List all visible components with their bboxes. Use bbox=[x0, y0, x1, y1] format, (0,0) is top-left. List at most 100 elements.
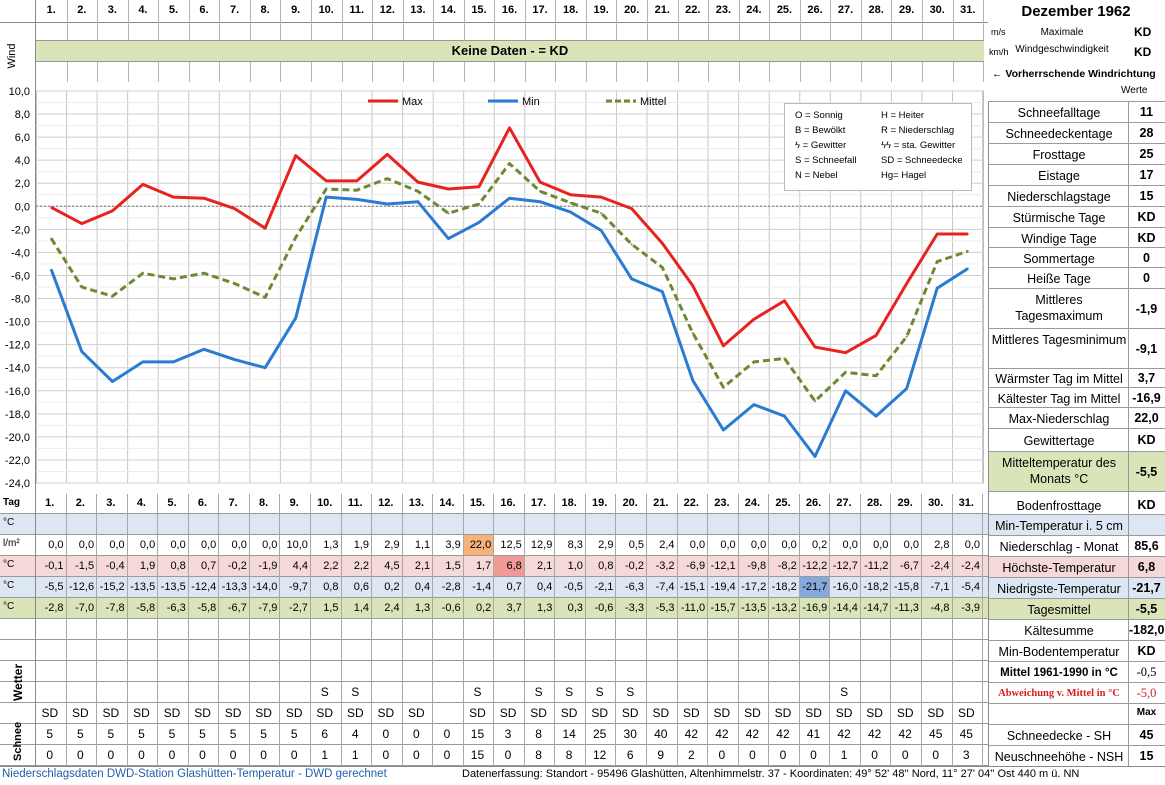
cell-divider bbox=[646, 577, 647, 598]
cell-divider bbox=[615, 682, 617, 703]
data-point-mittel bbox=[814, 400, 817, 403]
table-cell: 3,9 bbox=[445, 539, 461, 551]
table-cell bbox=[891, 682, 921, 702]
table-cell: -12,4 bbox=[191, 581, 217, 593]
stat-label: Niedrigste-Temperatur bbox=[997, 582, 1121, 596]
snow-label: Schnee bbox=[12, 721, 24, 761]
cell-divider bbox=[554, 598, 556, 619]
cell-divider bbox=[615, 703, 617, 724]
cell-divider bbox=[676, 661, 678, 682]
top-day-label: 10. bbox=[318, 4, 334, 16]
cell-divider bbox=[340, 724, 342, 745]
top-day-label: 30. bbox=[929, 4, 945, 16]
cell-divider bbox=[279, 535, 281, 556]
data-point-mittel bbox=[661, 266, 664, 269]
cell-divider bbox=[615, 661, 617, 682]
cell-divider bbox=[768, 556, 770, 577]
table-cell: 2,1 bbox=[414, 560, 431, 572]
stat-divider bbox=[1128, 578, 1129, 599]
cell-divider bbox=[859, 682, 861, 703]
cell-divider bbox=[218, 535, 220, 556]
table-cell: 0,0 bbox=[842, 539, 858, 551]
cell-divider bbox=[584, 724, 586, 745]
table-cell: 6 bbox=[626, 748, 634, 762]
top-day-label: 21. bbox=[654, 4, 670, 16]
table-cell: 42 bbox=[837, 727, 851, 741]
cell-divider bbox=[248, 745, 250, 766]
table-cell: 5 bbox=[229, 727, 237, 741]
cell-divider bbox=[432, 682, 434, 703]
stat-storm-days: Stürmische Tage KD bbox=[988, 206, 1165, 228]
cell-divider bbox=[615, 598, 617, 619]
data-point-min bbox=[233, 358, 236, 361]
table-cell: 22. bbox=[683, 497, 699, 509]
table-cell: 0,0 bbox=[201, 539, 217, 551]
data-point-mittel bbox=[905, 335, 908, 338]
data-point-mittel bbox=[722, 386, 725, 389]
min-temp-row: °C -5,5 -12,6 -15,2 -13,5 -13,5 -12,4 -13,3 -14,… bbox=[0, 577, 988, 598]
unit-ms: m/s bbox=[991, 27, 1006, 37]
max-wind-label-1: Maximale bbox=[1040, 27, 1084, 38]
table-cell: 0 bbox=[107, 748, 115, 762]
cell-divider bbox=[218, 703, 220, 724]
stat-thunder-days: Gewittertage KD bbox=[988, 428, 1165, 452]
cell-divider bbox=[829, 556, 831, 577]
cell-divider bbox=[248, 703, 250, 724]
cell-divider bbox=[187, 556, 189, 577]
cell-divider bbox=[96, 556, 98, 577]
table-cell: -9,7 bbox=[288, 581, 308, 593]
cell-divider bbox=[401, 535, 403, 556]
cell-divider bbox=[248, 535, 250, 556]
table-cell: 0,7 bbox=[506, 581, 522, 593]
cell-divider bbox=[65, 619, 67, 640]
cell-divider bbox=[401, 556, 403, 577]
cell-divider bbox=[493, 661, 495, 682]
cell-divider bbox=[829, 577, 831, 598]
cell-divider bbox=[920, 640, 922, 661]
cell-divider bbox=[859, 535, 861, 556]
top-day-label: 7. bbox=[229, 4, 240, 16]
cell-divider bbox=[646, 598, 647, 619]
cell-divider bbox=[187, 724, 189, 745]
table-cell: -15,2 bbox=[99, 581, 125, 593]
table-cell: 0,0 bbox=[109, 539, 125, 551]
data-point-min bbox=[172, 360, 175, 363]
cell-divider bbox=[340, 619, 342, 640]
stat-value: -21,7 bbox=[1132, 581, 1161, 595]
legend-symbol: O = Sonnig bbox=[795, 110, 843, 121]
stat-label: Heiße Tage bbox=[1027, 272, 1091, 286]
stat-value: Max bbox=[1136, 707, 1157, 718]
cell-divider bbox=[126, 682, 128, 703]
cell-divider bbox=[309, 724, 311, 745]
table-cell: 42 bbox=[715, 727, 729, 741]
table-cell: 0,7 bbox=[201, 560, 217, 572]
table-cell: 0,0 bbox=[170, 539, 186, 551]
table-cell: 0 bbox=[718, 748, 726, 762]
table-cell: 1,5 bbox=[323, 602, 339, 614]
stat-divider bbox=[1128, 248, 1129, 268]
cell-divider bbox=[584, 661, 586, 682]
cell-divider bbox=[676, 494, 678, 514]
cell-divider bbox=[523, 682, 525, 703]
cell-divider bbox=[951, 556, 953, 577]
table-cell: 24. bbox=[744, 497, 761, 509]
table-cell: -2,1 bbox=[594, 581, 614, 593]
table-cell: 5 bbox=[290, 727, 298, 741]
y-tick-label: 10,0 bbox=[9, 86, 30, 98]
stat-label: Wärmster Tag im Mittel bbox=[995, 372, 1123, 386]
table-cell: 1,3 bbox=[414, 602, 431, 614]
table-cell: -14,4 bbox=[832, 602, 858, 614]
stat-precip-days: Niederschlagstage 15 bbox=[988, 185, 1165, 207]
table-cell: 0,0 bbox=[48, 539, 64, 551]
cell-divider bbox=[676, 514, 678, 535]
cell-divider bbox=[737, 577, 739, 598]
table-cell: SD bbox=[133, 706, 150, 720]
table-cell: 28. bbox=[866, 497, 883, 509]
table-cell: 0 bbox=[504, 748, 512, 762]
cell-divider bbox=[432, 514, 434, 535]
weather-label: Wetter bbox=[11, 663, 25, 701]
table-cell: 30. bbox=[928, 497, 944, 509]
cell-divider bbox=[248, 598, 250, 619]
top-day-label: 6. bbox=[199, 4, 209, 16]
y-tick-label: 0,0 bbox=[15, 201, 30, 213]
